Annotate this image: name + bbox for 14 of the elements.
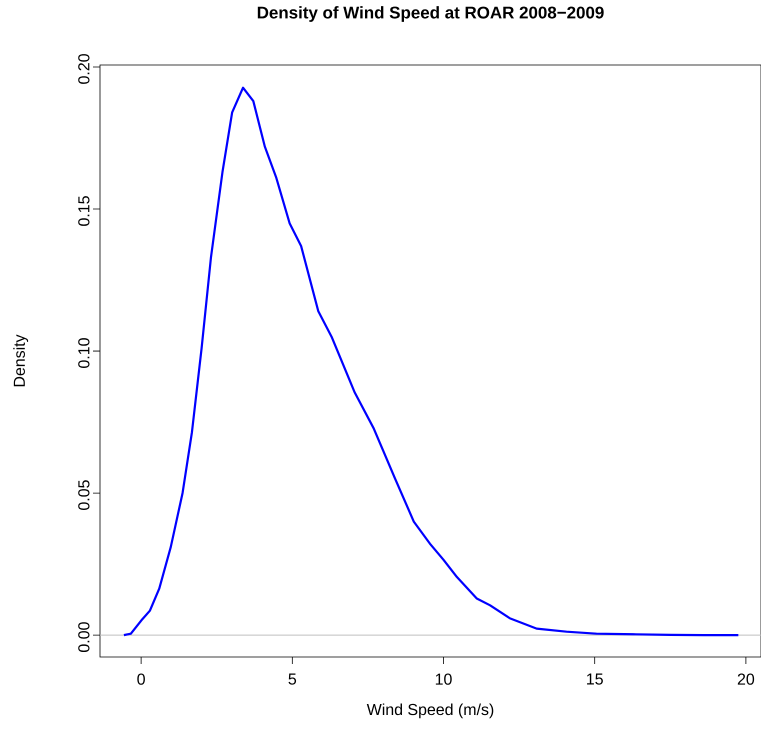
- y-tick-label: 0.00: [78, 622, 90, 652]
- chart-title: Density of Wind Speed at ROAR 2008−2009: [258, 6, 604, 22]
- x-tick-label: 0: [137, 674, 145, 685]
- x-tick-label: 15: [587, 674, 603, 685]
- x-tick-label: 20: [738, 674, 754, 685]
- y-tick-label: 0.15: [78, 196, 90, 226]
- y-axis-title: Density: [13, 334, 28, 386]
- y-tick-label: 0.20: [78, 54, 90, 84]
- y-tick-label: 0.10: [78, 338, 90, 368]
- line-series: [122, 86, 740, 636]
- x-tick-label: 10: [436, 674, 452, 685]
- x-axis-title: Wind Speed (m/s): [366, 703, 494, 718]
- x-tick-label: 5: [288, 674, 296, 685]
- y-tick-label: 0.05: [78, 480, 90, 510]
